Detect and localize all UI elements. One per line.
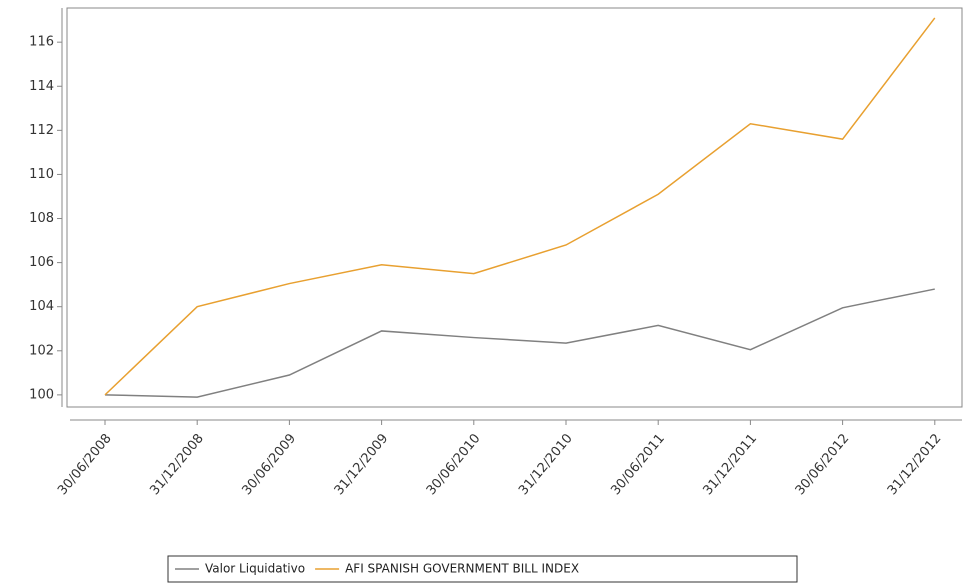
y-tick-label: 104 [29, 299, 54, 314]
x-tick-label: 30/06/2010 [424, 431, 484, 498]
x-tick-label: 30/06/2009 [239, 431, 299, 498]
x-tick-label: 31/12/2012 [885, 431, 945, 498]
series-line [104, 288, 935, 398]
plot-frame [66, 7, 963, 408]
x-tick-label: 31/12/2010 [516, 431, 576, 498]
legend-label: AFI SPANISH GOVERNMENT BILL INDEX [345, 562, 579, 576]
x-tick-label: 30/06/2012 [793, 431, 853, 498]
y-tick-label: 114 [29, 79, 54, 94]
y-tick-label: 116 [29, 35, 54, 50]
legend-label: Valor Liquidativo [205, 562, 305, 576]
series-line [104, 17, 936, 396]
y-tick-label: 112 [29, 123, 54, 138]
y-tick-label: 110 [29, 167, 54, 182]
y-tick-label: 102 [29, 343, 54, 358]
x-tick-label: 31/12/2009 [332, 431, 392, 498]
legend: Valor Liquidativo AFI SPANISH GOVERNMENT … [167, 555, 798, 583]
y-tick-label: 108 [29, 211, 54, 226]
legend-box [167, 555, 798, 583]
x-tick-label: 31/12/2011 [700, 431, 760, 498]
x-tick-label: 31/12/2008 [147, 431, 207, 498]
y-tick-label: 100 [29, 387, 54, 402]
x-tick-label: 30/06/2008 [55, 431, 115, 498]
y-tick-label: 106 [29, 255, 54, 270]
x-tick-label: 30/06/2011 [608, 431, 668, 498]
